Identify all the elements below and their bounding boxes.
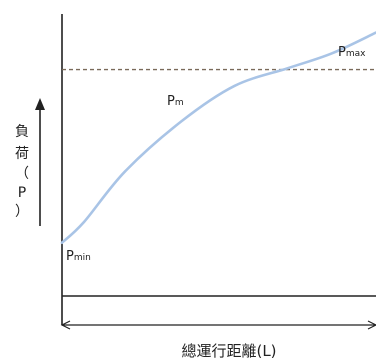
point-label-pmin: Pmin: [66, 249, 91, 264]
y-axis-arrow: [35, 98, 45, 226]
y-axis-label-char: ）: [15, 204, 29, 220]
y-axis-label-char: （: [15, 166, 29, 182]
distance-dimension-arrow: [60, 320, 376, 330]
plot-frame: [61, 14, 376, 325]
y-axis-label-char: P: [18, 185, 26, 201]
y-axis-label: 負荷 （ P ）: [15, 124, 29, 220]
y-axis-label-char: 荷: [15, 146, 29, 162]
point-label-pm: Pm: [167, 94, 184, 109]
load-curve-line: [60, 31, 376, 244]
y-axis-label-char: 負: [15, 124, 29, 140]
point-label-pmax: Pmax: [338, 45, 366, 60]
x-axis-label: 總運行距離(L): [181, 342, 276, 360]
